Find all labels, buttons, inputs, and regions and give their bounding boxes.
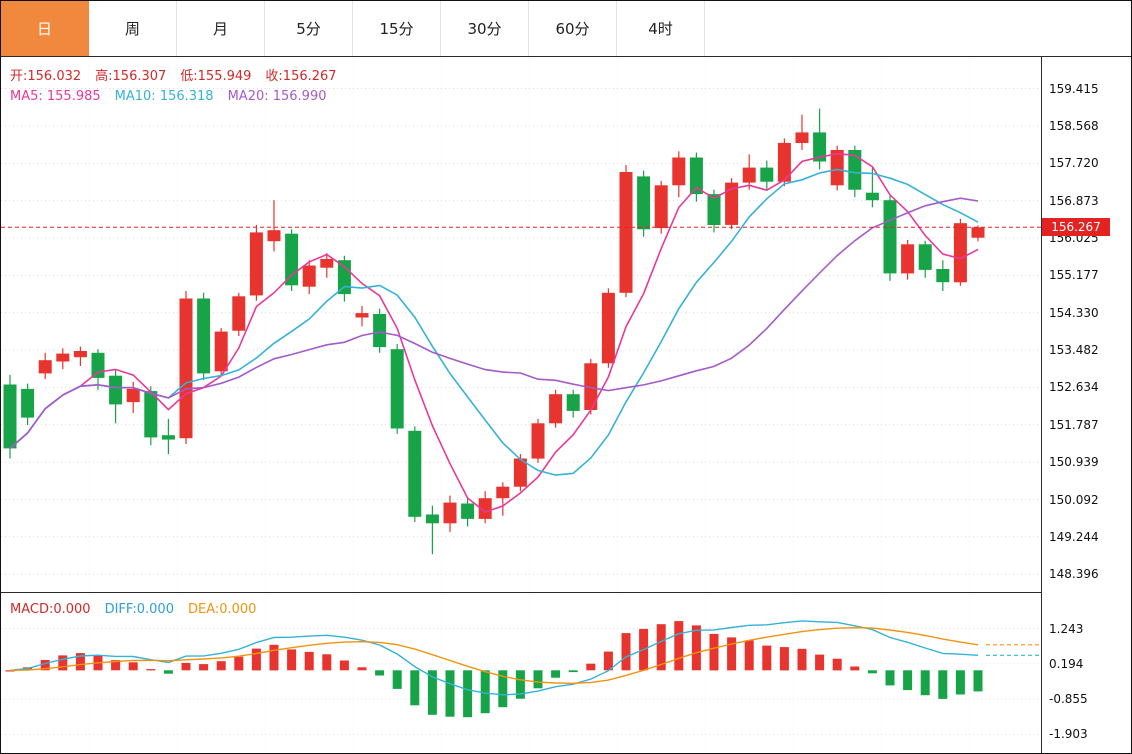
tab-4时[interactable]: 4时 bbox=[617, 1, 705, 56]
y-axis-tick: 150.092 bbox=[1049, 492, 1099, 507]
y-axis-tick: 154.330 bbox=[1049, 305, 1099, 320]
y-axis-tick: 153.482 bbox=[1049, 343, 1099, 357]
tab-30分[interactable]: 30分 bbox=[441, 1, 529, 56]
y-axis-tick: 151.787 bbox=[1049, 417, 1099, 432]
y-axis-tick: 158.568 bbox=[1049, 118, 1099, 133]
legend-macd: MACD:0.000 bbox=[10, 602, 91, 617]
y-axis-tick: 156.873 bbox=[1049, 193, 1099, 208]
main-chart-panel: 开:156.032 高:156.307 低:155.949 收:156.267 MA5… bbox=[1, 57, 1041, 592]
panel-divider bbox=[1, 592, 1131, 593]
legend-open: 开:156.032 bbox=[10, 69, 82, 84]
tab-月[interactable]: 月 bbox=[177, 1, 265, 56]
y-axis-tick: 152.634 bbox=[1049, 380, 1099, 395]
y-axis-tick: 157.720 bbox=[1049, 156, 1099, 171]
last-price-tag: 156.267 bbox=[1042, 218, 1110, 236]
macd-axis-tick: 1.243 bbox=[1049, 621, 1084, 636]
macd-axis-tick: -1.903 bbox=[1049, 727, 1088, 742]
legend-dea: DEA:0.000 bbox=[187, 602, 257, 617]
macd-axis-tick: -0.855 bbox=[1049, 692, 1088, 707]
timeframe-tabs: 日周月 5分 15分 30分 60分 4时 bbox=[1, 1, 1131, 57]
macd-legend: MACD:0.000 DIFF:0.000 DEA:0.000 bbox=[10, 598, 270, 617]
macd-chart[interactable] bbox=[1, 593, 1041, 753]
tab-周[interactable]: 周 bbox=[89, 1, 177, 56]
y-axis-tick: 159.415 bbox=[1049, 81, 1099, 96]
y-axis-tick: 155.177 bbox=[1049, 268, 1099, 283]
tab-5分[interactable]: 5分 bbox=[265, 1, 353, 56]
tab-日[interactable]: 日 bbox=[1, 1, 89, 56]
y-axis-tick: 149.244 bbox=[1049, 529, 1099, 544]
y-axis-tick: 148.396 bbox=[1049, 567, 1099, 582]
legend-high: 高:156.307 bbox=[95, 69, 167, 84]
tab-15分[interactable]: 15分 bbox=[353, 1, 441, 56]
tab-60分[interactable]: 60分 bbox=[529, 1, 617, 56]
legend-ma5: MA5: 155.985 bbox=[10, 89, 101, 104]
ma-legend: MA5: 155.985 MA10: 156.318 MA20: 156.990 bbox=[10, 85, 341, 104]
macd-panel: MACD:0.000 DIFF:0.000 DEA:0.000 bbox=[1, 593, 1041, 753]
legend-ma20: MA20: 156.990 bbox=[227, 89, 327, 104]
candlestick-chart[interactable] bbox=[1, 57, 1041, 592]
ohlc-legend: 开:156.032 高:156.307 低:155.949 收:156.267 bbox=[10, 65, 351, 84]
legend-close: 收:156.267 bbox=[265, 69, 337, 84]
y-axis-tick: 150.939 bbox=[1049, 455, 1099, 470]
legend-low: 低:155.949 bbox=[180, 69, 252, 84]
macd-axis-tick: 0.194 bbox=[1049, 656, 1084, 671]
legend-diff: DIFF:0.000 bbox=[104, 602, 174, 617]
legend-ma10: MA10: 156.318 bbox=[114, 89, 214, 104]
price-axis: 156.267 159.415 158.568 157.720 156.873 156.… bbox=[1041, 57, 1131, 753]
